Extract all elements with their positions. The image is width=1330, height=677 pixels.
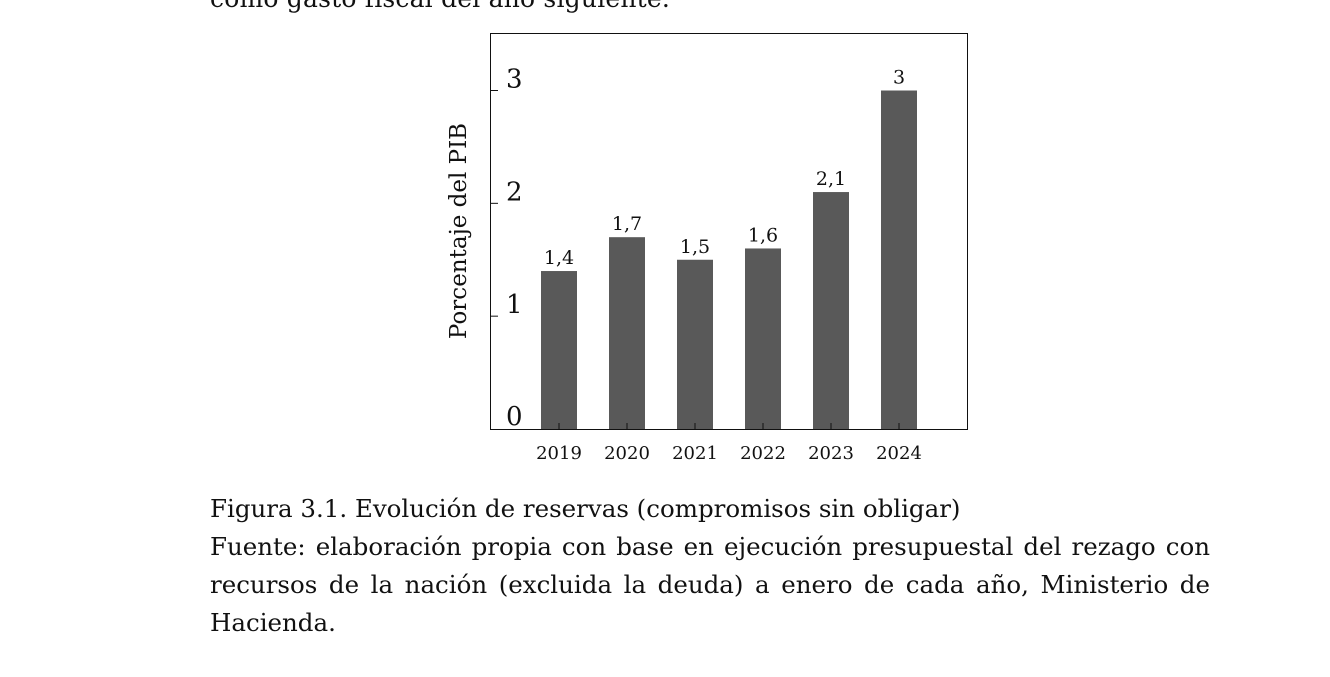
data-labels: 1,4 1,7 1,5 1,6 2,1 3 bbox=[544, 67, 905, 270]
bar bbox=[541, 271, 577, 429]
y-tick-label: 1 bbox=[506, 290, 523, 320]
preceding-text: como gasto fiscal del año siguiente. bbox=[210, 0, 670, 13]
bar-chart: Porcentaje del PIB 0 1 2 3 1,4 1,7 1,5 1,6 2,1 3… bbox=[446, 33, 968, 464]
x-tick-label: 2019 bbox=[536, 443, 582, 464]
data-label: 2,1 bbox=[816, 168, 846, 190]
data-label: 1,5 bbox=[680, 236, 710, 258]
bar bbox=[813, 192, 849, 429]
data-label: 1,6 bbox=[748, 224, 778, 246]
bar bbox=[745, 248, 781, 429]
x-axis-ticks: 2019 2020 2021 2022 2023 2024 bbox=[536, 423, 922, 464]
y-tick-label: 2 bbox=[506, 177, 523, 207]
figure-title: Figura 3.1. Evolución de reservas (compr… bbox=[210, 494, 961, 523]
data-label: 3 bbox=[893, 67, 905, 89]
figure-caption: Figura 3.1. Evolución de reservas (compr… bbox=[210, 490, 1210, 642]
bars bbox=[541, 90, 917, 429]
x-tick-label: 2024 bbox=[876, 443, 922, 464]
y-axis-label: Porcentaje del PIB bbox=[446, 123, 472, 339]
x-tick-label: 2020 bbox=[604, 443, 650, 464]
data-label: 1,4 bbox=[544, 247, 574, 269]
plot-frame bbox=[490, 33, 968, 430]
x-tick-label: 2023 bbox=[808, 443, 854, 464]
bar bbox=[609, 237, 645, 429]
figure-source: Fuente: elaboración propia con base en e… bbox=[210, 532, 1210, 637]
bar bbox=[881, 90, 917, 429]
data-label: 1,7 bbox=[612, 213, 642, 235]
x-tick-label: 2021 bbox=[672, 443, 718, 464]
y-tick-label: 0 bbox=[506, 402, 523, 432]
x-tick-label: 2022 bbox=[740, 443, 786, 464]
y-tick-label: 3 bbox=[506, 65, 523, 95]
y-axis-ticks: 0 1 2 3 bbox=[490, 65, 523, 432]
bar bbox=[677, 259, 713, 429]
